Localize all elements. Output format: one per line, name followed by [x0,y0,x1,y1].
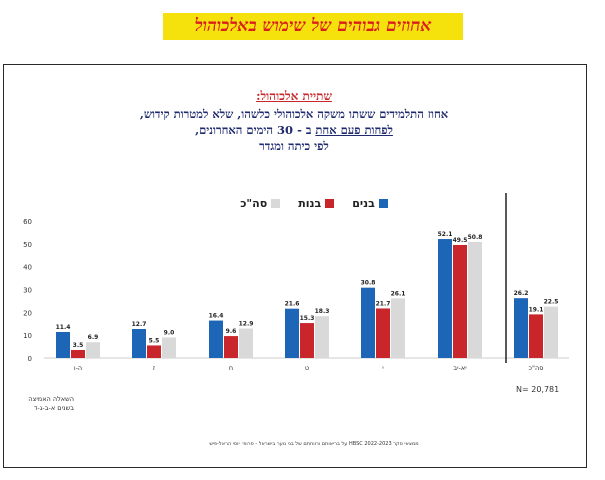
bar [529,314,543,358]
legend-label-total: סה"כ [240,197,268,210]
chart-title-underlined: לפחות פעם אחת [315,123,393,137]
x-category-label: ט [305,364,309,372]
data-label: 19.1 [529,306,544,313]
bar [285,308,299,358]
data-label: 26.1 [391,290,406,297]
chart-card: שתיית אלכוהול: אחוז התלמידים ששתו משקה א… [3,64,587,468]
x-category-label: יא-יב [453,364,467,372]
legend-swatch-boys [378,199,388,208]
legend-label-boys: בנים [352,197,375,210]
bar [453,244,467,358]
y-tick-label: 20 [23,309,32,317]
y-tick-label: 10 [23,332,32,340]
y-tick-label: 60 [23,218,32,226]
x-category-label: ח [229,364,233,372]
y-tick-label: 50 [23,241,32,249]
data-label: 50.8 [468,234,483,241]
data-label: 3.5 [73,342,84,349]
bar [132,329,146,358]
legend-item-total: סה"כ [240,197,281,210]
question-note: השאלה האמיצה בשנים א-ב-ג-ד [28,395,74,412]
y-tick-label: 0 [28,355,32,363]
chart-title-line-2-rest: ב - 30 הימים האחרונים, [195,123,316,137]
bar [514,298,528,358]
bar [239,328,253,358]
data-label: 21.6 [285,301,300,308]
x-category-label: ה-ו [74,364,82,372]
data-label: 5.5 [149,337,160,344]
data-label: 30.8 [361,280,376,287]
data-label: 18.3 [315,308,330,315]
data-label: 11.4 [56,324,71,331]
chart-title-line-3: לפי כיתה ומגדר [259,139,329,153]
chart-topic: שתיית אלכוהול: [256,89,332,103]
data-label: 12.7 [132,321,147,328]
bar [361,287,375,358]
data-label: 9.0 [164,329,175,336]
sample-size-label: N= 20,781 [516,385,560,394]
data-label: 26.2 [514,290,529,297]
data-label: 52.1 [438,231,453,238]
chart-title-line-1: אחוז התלמידים ששתו משקה אלכוהולי כלשהו, … [139,107,449,121]
data-label: 15.3 [300,315,315,322]
data-label: 49.5 [453,237,468,244]
bar [468,242,482,358]
x-category-label: סה"כ [529,364,544,372]
data-label: 12.9 [239,321,254,328]
data-label: 9.6 [226,328,237,335]
legend-swatch-girls [325,199,335,208]
bar [56,331,70,358]
y-tick-label: 30 [23,287,32,295]
bar [300,323,314,358]
bar [544,306,558,358]
bar [86,342,100,358]
legend-label-girls: בנות [298,197,322,210]
y-tick-label: 40 [23,264,32,272]
legend-item-girls: בנות [298,197,335,210]
bar [209,320,223,358]
bar [376,308,390,358]
source-footer: ממצאי סקר HBSC 2022-2023 על בריאותם ורוו… [209,441,419,447]
bar [438,239,452,358]
chart-legend: בנים בנות סה"כ [209,197,419,210]
legend-swatch-total [271,199,281,208]
title-banner: אחוזים גבוהים של שימוש באלכוהול [163,13,463,40]
bar [224,336,238,358]
bar [391,298,405,358]
chart-title-line-2: לפחות פעם אחת ב - 30 הימים האחרונים, [44,123,544,137]
x-category-label: י [382,364,384,372]
x-category-label: ז [153,364,155,372]
bar [147,345,161,358]
bar [71,350,85,358]
bar [162,337,176,358]
data-label: 21.7 [376,300,391,307]
bar-chart: 0 10 20 30 40 50 60 11.4 3.5 6.9 ה-ו 12.7 5.5 9.0 ז 16.… [23,193,569,372]
data-label: 22.5 [544,299,559,306]
legend-item-boys: בנים [352,197,388,210]
data-label: 16.4 [209,313,224,320]
bar [315,316,329,358]
data-label: 6.9 [88,334,99,341]
